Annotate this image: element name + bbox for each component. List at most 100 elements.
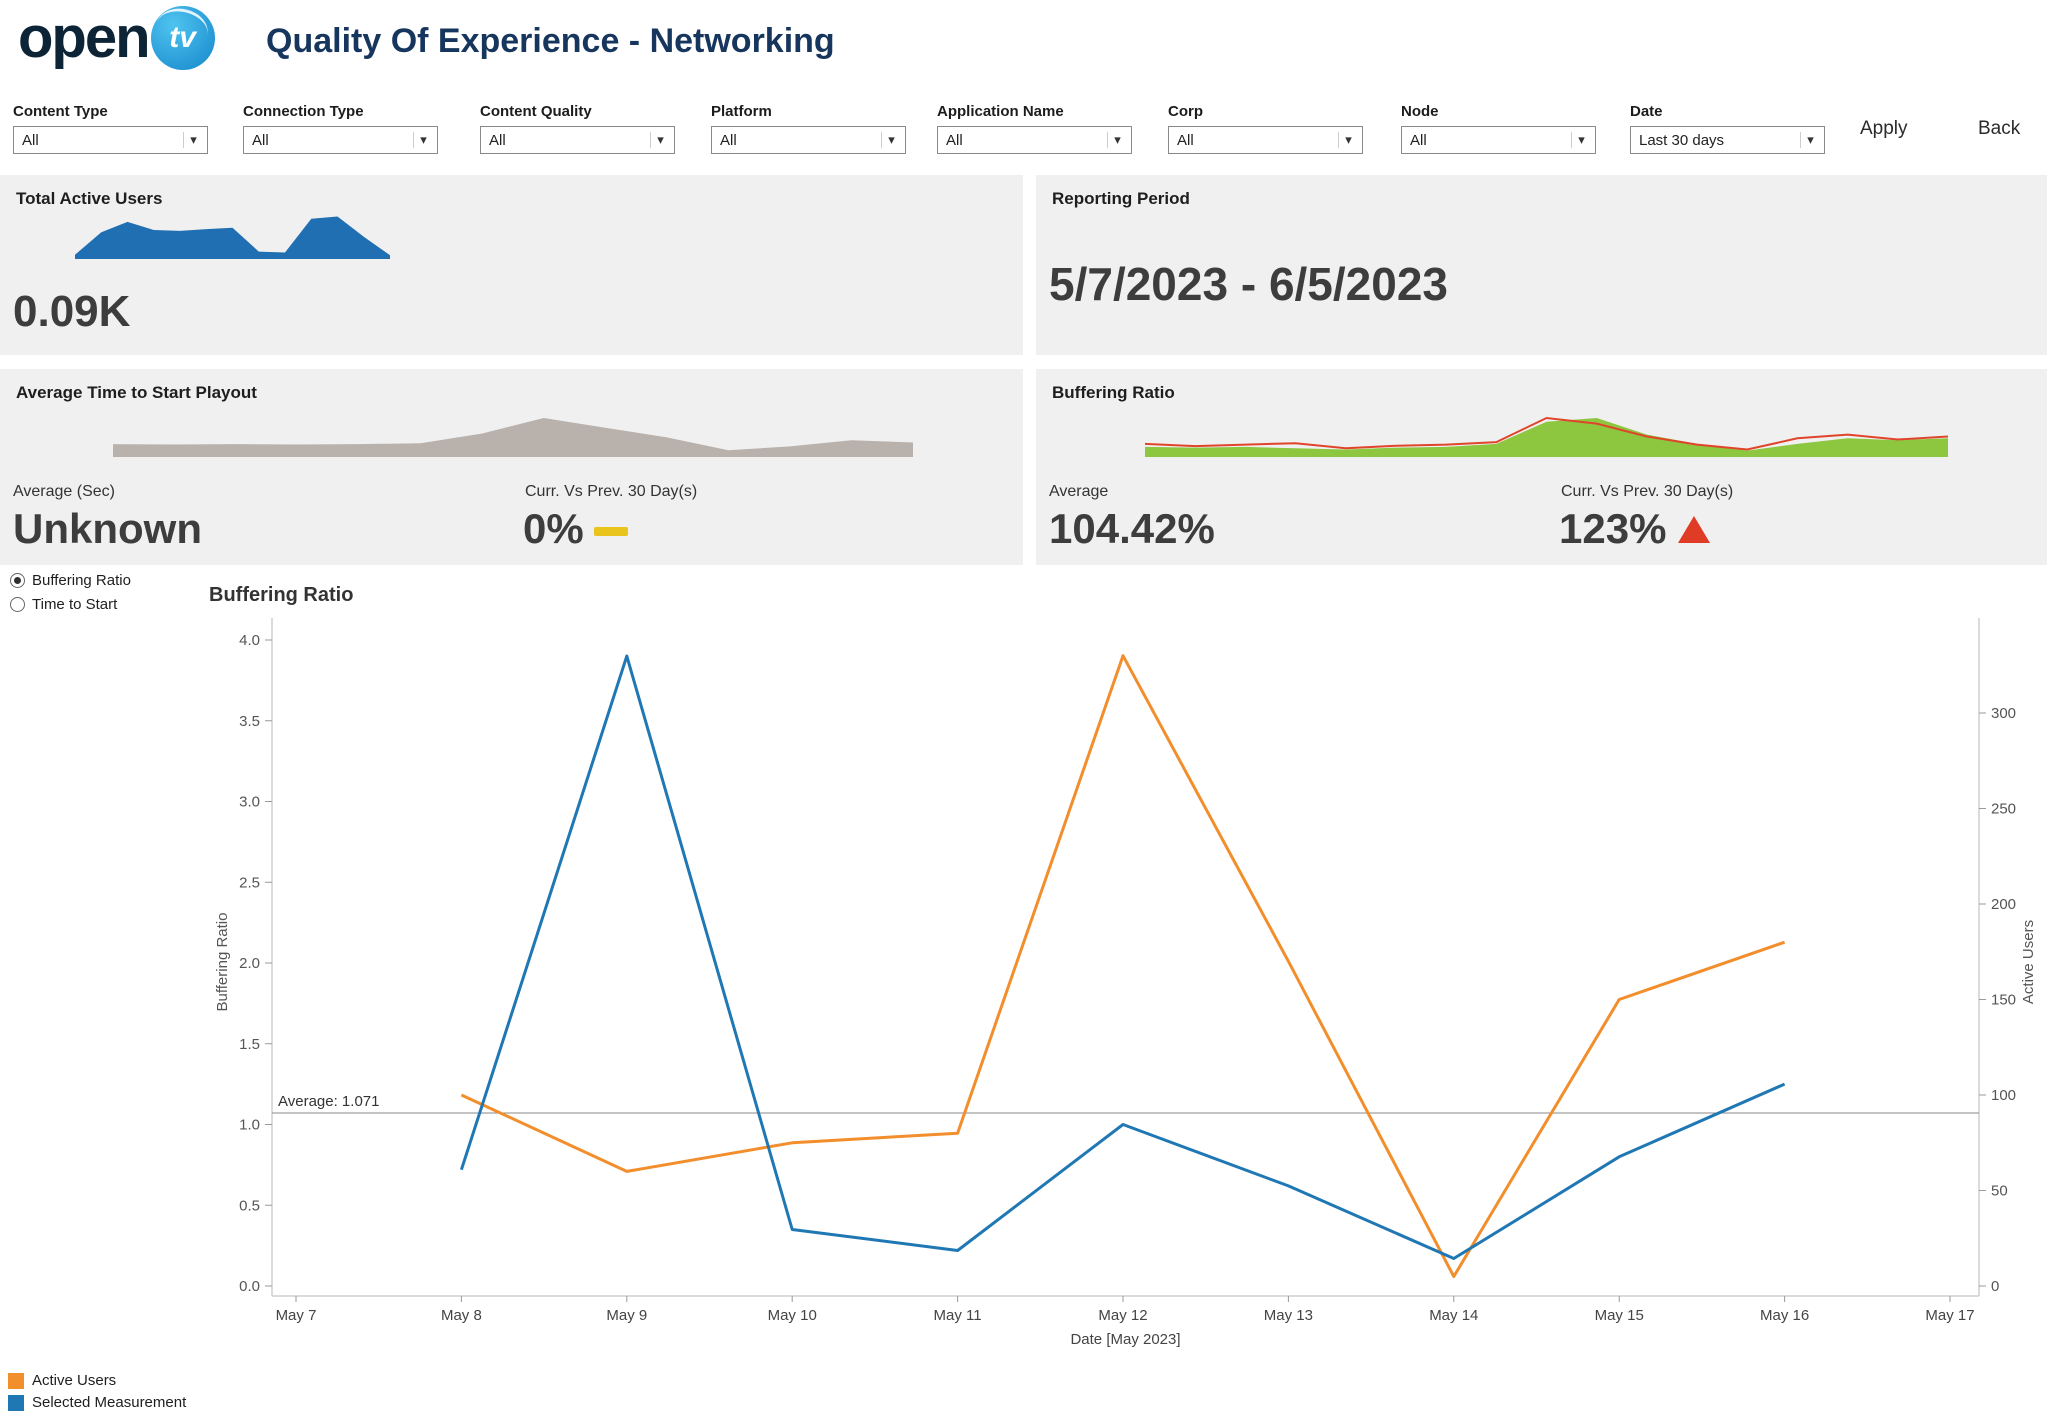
select-value: All bbox=[489, 131, 506, 149]
kpi-card-reporting-period: Reporting Period 5/7/2023 - 6/5/2023 bbox=[1036, 175, 2047, 355]
legend-swatch-orange bbox=[8, 1372, 24, 1389]
svg-text:May 8: May 8 bbox=[441, 1307, 482, 1324]
filter-label: Content Quality bbox=[480, 103, 592, 120]
svg-text:May 14: May 14 bbox=[1429, 1307, 1478, 1324]
filter-label: Connection Type bbox=[243, 103, 364, 120]
logo-text-tv: tv bbox=[169, 21, 196, 54]
svg-text:Buffering Ratio: Buffering Ratio bbox=[214, 913, 231, 1012]
svg-text:May 7: May 7 bbox=[276, 1307, 317, 1324]
svg-text:4.0: 4.0 bbox=[239, 632, 260, 649]
filter-content-type-select[interactable]: All ▾ bbox=[13, 126, 208, 154]
filter-connection-type-select[interactable]: All ▾ bbox=[243, 126, 438, 154]
svg-text:50: 50 bbox=[1991, 1183, 2008, 1200]
increase-triangle-icon bbox=[1678, 516, 1711, 543]
filter-content-quality-select[interactable]: All ▾ bbox=[480, 126, 675, 154]
delta-value: 123% bbox=[1559, 505, 1711, 553]
chevron-down-icon: ▾ bbox=[1800, 132, 1820, 148]
kpi-title: Buffering Ratio bbox=[1052, 383, 1175, 402]
kpi-title: Total Active Users bbox=[16, 189, 163, 208]
svg-text:0.5: 0.5 bbox=[239, 1197, 260, 1214]
select-value: All bbox=[252, 131, 269, 149]
radio-button-icon bbox=[10, 597, 25, 612]
filter-content-type: Content Type All ▾ bbox=[13, 103, 208, 154]
reporting-period-value: 5/7/2023 - 6/5/2023 bbox=[1049, 258, 1448, 310]
filter-label: Node bbox=[1401, 103, 1439, 120]
filter-application-name: Application Name All ▾ bbox=[937, 103, 1132, 154]
buffering-ratio-chart[interactable]: 0.0 0.5 1.0 1.5 2.0 2.5 3.0 3.5 4.0 0 50 100 150 200 2… bbox=[0, 600, 2047, 1360]
filter-label: Date bbox=[1630, 103, 1663, 120]
back-button[interactable]: Back bbox=[1978, 118, 2021, 139]
delta-value: 0% bbox=[523, 505, 628, 553]
select-value: All bbox=[22, 131, 39, 149]
page-title: Quality Of Experience - Networking bbox=[266, 22, 835, 60]
svg-text:May 17: May 17 bbox=[1925, 1307, 1974, 1324]
chart-title: Buffering Ratio bbox=[209, 584, 354, 606]
radio-buffering-ratio[interactable]: Buffering Ratio bbox=[10, 572, 131, 589]
legend-label: Selected Measurement bbox=[32, 1394, 187, 1411]
apply-button[interactable]: Apply bbox=[1860, 118, 1908, 139]
kpi-title: Reporting Period bbox=[1052, 189, 1190, 208]
filter-date-select[interactable]: Last 30 days ▾ bbox=[1630, 126, 1825, 154]
radio-button-icon bbox=[10, 573, 25, 588]
select-value: All bbox=[1177, 131, 1194, 149]
chevron-down-icon: ▾ bbox=[183, 132, 203, 148]
legend-item-selected-measurement[interactable]: Selected Measurement bbox=[8, 1394, 186, 1411]
svg-text:1.0: 1.0 bbox=[239, 1117, 260, 1134]
kpi-card-total-active-users: Total Active Users 0.09K bbox=[0, 175, 1023, 355]
filter-platform: Platform All ▾ bbox=[711, 103, 906, 154]
svg-text:May 10: May 10 bbox=[768, 1307, 817, 1324]
svg-text:May 11: May 11 bbox=[934, 1307, 982, 1324]
filter-date: Date Last 30 days ▾ bbox=[1630, 103, 1825, 154]
svg-text:150: 150 bbox=[1991, 992, 2016, 1009]
svg-text:May 16: May 16 bbox=[1760, 1307, 1809, 1324]
svg-text:Average: 1.071: Average: 1.071 bbox=[278, 1093, 379, 1110]
select-value: All bbox=[946, 131, 963, 149]
filter-application-name-select[interactable]: All ▾ bbox=[937, 126, 1132, 154]
select-value: Last 30 days bbox=[1639, 131, 1725, 149]
radio-label: Time to Start bbox=[32, 596, 118, 613]
svg-text:3.5: 3.5 bbox=[239, 713, 260, 730]
filter-platform-select[interactable]: All ▾ bbox=[711, 126, 906, 154]
svg-text:Active Users: Active Users bbox=[2020, 920, 2037, 1004]
chevron-down-icon: ▾ bbox=[1338, 132, 1358, 148]
active-users-sparkline bbox=[75, 216, 390, 259]
avg-value: Unknown bbox=[13, 505, 202, 552]
kpi-card-buffering-ratio: Buffering Ratio Average 104.42% Curr. Vs… bbox=[1036, 369, 2047, 565]
time-to-start-sparkline bbox=[113, 418, 913, 457]
svg-text:3.0: 3.0 bbox=[239, 794, 260, 811]
avg-value: 104.42% bbox=[1049, 505, 1215, 552]
delta-label: Curr. Vs Prev. 30 Day(s) bbox=[1561, 483, 1734, 500]
legend-label: Active Users bbox=[32, 1372, 117, 1389]
svg-text:2.0: 2.0 bbox=[239, 955, 260, 972]
svg-text:0.0: 0.0 bbox=[239, 1278, 260, 1295]
filter-corp: Corp All ▾ bbox=[1168, 103, 1363, 154]
filter-corp-select[interactable]: All ▾ bbox=[1168, 126, 1363, 154]
filter-node: Node All ▾ bbox=[1401, 103, 1596, 154]
svg-text:100: 100 bbox=[1991, 1087, 2016, 1104]
kpi-title: Average Time to Start Playout bbox=[16, 383, 257, 402]
avg-label: Average bbox=[1049, 483, 1109, 500]
avg-label: Average (Sec) bbox=[13, 483, 115, 500]
filter-node-select[interactable]: All ▾ bbox=[1401, 126, 1596, 154]
filter-label: Application Name bbox=[937, 103, 1064, 120]
radio-time-to-start[interactable]: Time to Start bbox=[10, 596, 131, 613]
chevron-down-icon: ▾ bbox=[413, 132, 433, 148]
filter-label: Corp bbox=[1168, 103, 1203, 120]
measurement-toggle: Buffering Ratio Time to Start bbox=[10, 572, 131, 620]
filter-label: Content Type bbox=[13, 103, 108, 120]
chevron-down-icon: ▾ bbox=[881, 132, 901, 148]
opentv-logo: open tv bbox=[18, 6, 215, 70]
logo-tv-circle-icon: tv bbox=[150, 6, 215, 70]
svg-text:2.5: 2.5 bbox=[239, 874, 260, 891]
legend-item-active-users[interactable]: Active Users bbox=[8, 1372, 186, 1389]
chart-legend: Active Users Selected Measurement bbox=[8, 1372, 186, 1416]
neutral-dash-icon bbox=[593, 527, 628, 537]
svg-text:250: 250 bbox=[1991, 801, 2016, 818]
filter-label: Platform bbox=[711, 103, 772, 120]
chevron-down-icon: ▾ bbox=[650, 132, 670, 148]
svg-text:Date [May 2023]: Date [May 2023] bbox=[1070, 1331, 1180, 1348]
filter-content-quality: Content Quality All ▾ bbox=[480, 103, 675, 154]
svg-text:200: 200 bbox=[1991, 896, 2016, 913]
logo-text-open: open bbox=[18, 5, 151, 70]
